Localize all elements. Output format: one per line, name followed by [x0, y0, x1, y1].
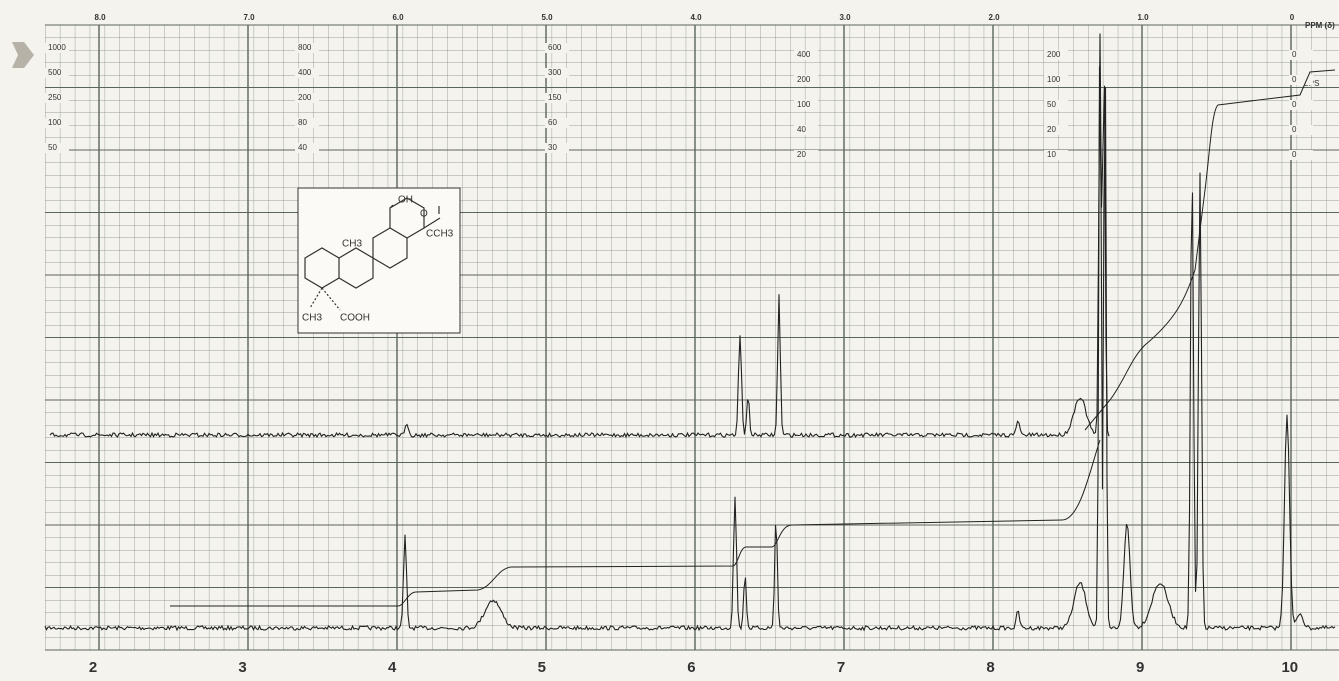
sweep-label: 200: [1047, 50, 1061, 59]
sweep-label: 800: [298, 43, 312, 52]
label-bg: [794, 150, 818, 160]
ppm-label: 3.0: [839, 13, 851, 22]
label-bg: [1044, 125, 1068, 135]
sweep-label: 60: [548, 118, 557, 127]
expanded-trace: [49, 33, 1110, 439]
tau-label: 10: [1281, 659, 1298, 676]
label-bg: [1044, 50, 1068, 60]
label-bg: [45, 143, 69, 153]
label-bg: [794, 75, 818, 85]
ppm-label: 2.0: [988, 13, 1000, 22]
label-bg: [1289, 100, 1313, 110]
sweep-label: 50: [1047, 100, 1056, 109]
structure-drawing: [304, 197, 441, 311]
label-bg: [45, 93, 69, 103]
sweep-label: 30: [548, 143, 557, 152]
label-bg: [45, 43, 69, 53]
label-bg: [794, 100, 818, 110]
label-bg: [295, 68, 319, 78]
label-bg: [295, 93, 319, 103]
ppm-label: 8.0: [94, 13, 106, 22]
label-bg: [1044, 100, 1068, 110]
sweep-label: 200: [298, 93, 312, 102]
sweep-label: 150: [548, 93, 562, 102]
sweep-label: 20: [1047, 125, 1056, 134]
integral-upper: [1084, 69, 1336, 431]
tau-label: 5: [538, 659, 546, 676]
tau-label: 7: [837, 659, 845, 676]
sweep-label: 400: [298, 68, 312, 77]
tau-label: 9: [1136, 659, 1144, 676]
label-bg: [545, 43, 569, 53]
label-bg: [295, 43, 319, 53]
ppm-label: 6.0: [392, 13, 404, 22]
label-bg: [545, 118, 569, 128]
sweep-label: 1000: [48, 43, 66, 52]
sweep-label: 300: [548, 68, 562, 77]
ppm-unit: PPM (δ): [1305, 21, 1335, 30]
sweep-label: 40: [797, 125, 806, 134]
tau-label: 6: [687, 659, 695, 676]
sweep-label: 400: [797, 50, 811, 59]
label-bg: [1289, 75, 1313, 85]
structure-box: [297, 187, 461, 334]
label-bg: [545, 68, 569, 78]
ppm-label: 0: [1290, 13, 1295, 22]
sweep-label: 0: [1292, 100, 1297, 109]
spectrum-trace: [44, 66, 1336, 632]
sweep-label: 50: [48, 143, 57, 152]
ppm-label: 4.0: [690, 13, 702, 22]
label-bg: [45, 118, 69, 128]
sweep-label: 0: [1292, 125, 1297, 134]
sweep-label: 100: [1047, 75, 1061, 84]
structure-label: CCH3: [426, 229, 454, 240]
label-bg: [295, 143, 319, 153]
integral-lower: [170, 439, 1101, 607]
sweep-label: 80: [298, 118, 307, 127]
sweep-label: 40: [298, 143, 307, 152]
tau-label: 3: [238, 659, 246, 676]
sweep-label: 100: [797, 100, 811, 109]
sweep-label: 600: [548, 43, 562, 52]
structure-label: CH3: [302, 313, 322, 324]
sweep-label: 250: [48, 93, 62, 102]
ppm-label: 1.0: [1137, 13, 1149, 22]
label-bg: [1289, 125, 1313, 135]
ppm-label: 7.0: [243, 13, 255, 22]
sweep-label: 10: [1047, 150, 1056, 159]
label-bg: [1044, 150, 1068, 160]
tau-label: 4: [388, 659, 397, 676]
label-bg: [794, 125, 818, 135]
label-bg: [1044, 75, 1068, 85]
tau-label: 8: [986, 659, 994, 676]
structure-label: COOH: [340, 313, 370, 324]
label-bg: [1289, 50, 1313, 60]
sweep-label: 200: [797, 75, 811, 84]
pointer-arrow: [12, 42, 34, 68]
sweep-label: 100: [48, 118, 62, 127]
sweep-label: 20: [797, 150, 806, 159]
label-bg: [45, 68, 69, 78]
sweep-label: 0: [1292, 75, 1297, 84]
sweep-label: 0: [1292, 150, 1297, 159]
label-bg: [545, 143, 569, 153]
label-bg: [794, 50, 818, 60]
structure-label: OH: [398, 195, 413, 206]
sweep-label: 500: [48, 68, 62, 77]
label-bg: [295, 118, 319, 128]
label-bg: [1289, 150, 1313, 160]
tau-label: 2: [89, 659, 97, 676]
structure-label: CH3: [342, 239, 362, 250]
structure-label: O: [420, 209, 428, 220]
sweep-label: 0: [1292, 50, 1297, 59]
label-bg: [545, 93, 569, 103]
ppm-label: 5.0: [541, 13, 553, 22]
